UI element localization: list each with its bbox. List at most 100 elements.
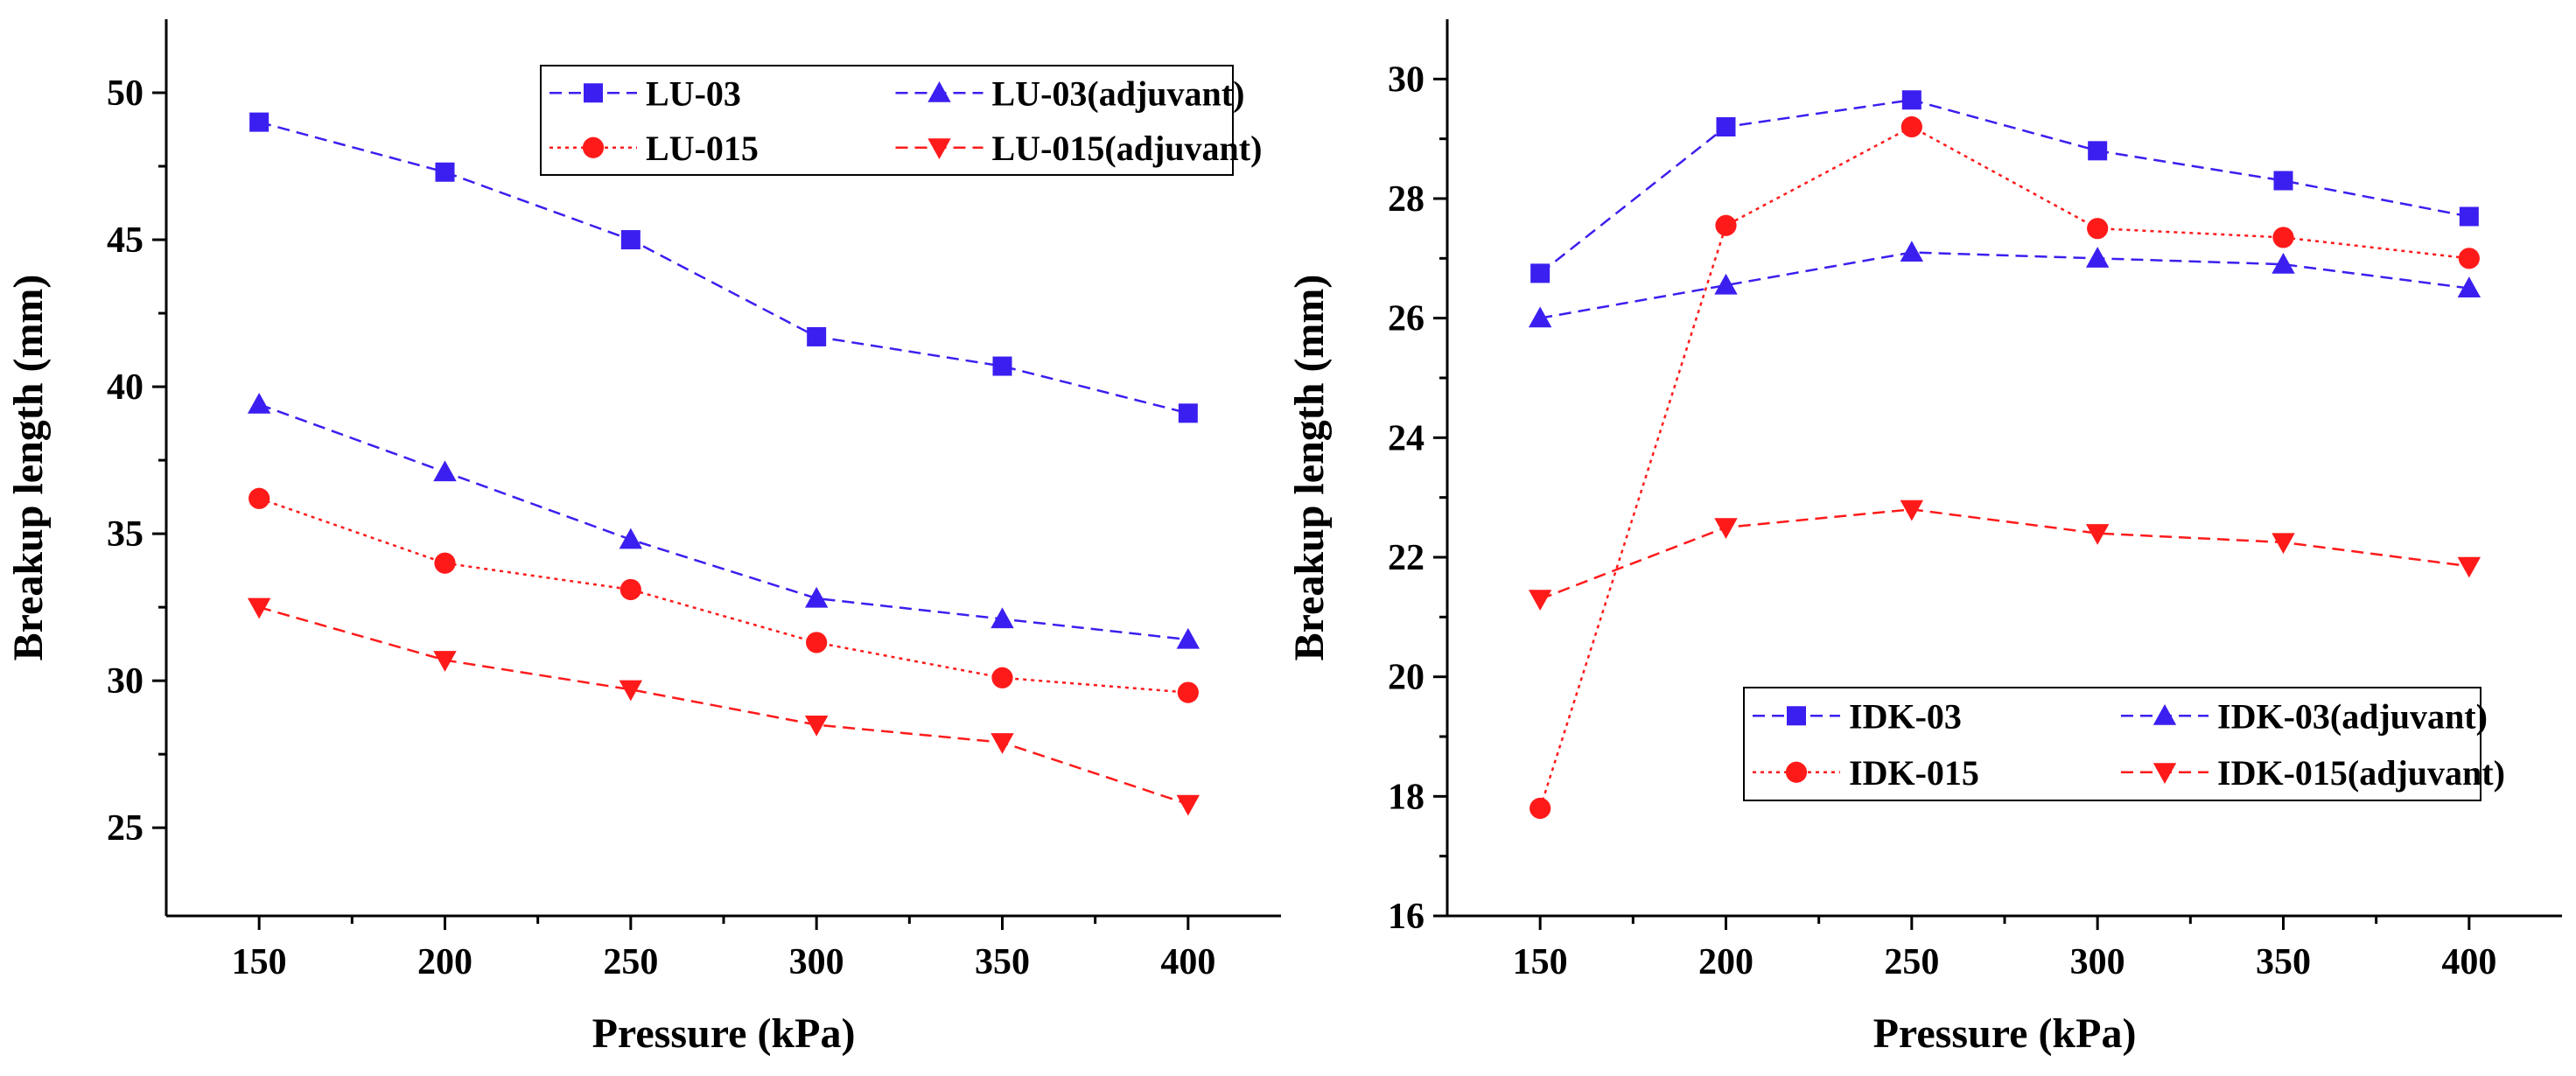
data-point	[1901, 90, 1922, 110]
data-point	[435, 162, 455, 182]
data-point	[1714, 518, 1738, 540]
data-point	[2085, 247, 2110, 268]
y-tick-label: 40	[107, 367, 144, 408]
data-point	[991, 667, 1013, 688]
y-tick-label: 35	[107, 514, 144, 555]
data-point	[1178, 403, 1198, 423]
y-tick-label: 45	[107, 220, 144, 261]
data-point	[1177, 681, 1199, 703]
legend-label: IDK-015(adjuvant)	[2217, 753, 2505, 793]
data-point	[1716, 117, 1736, 136]
legend-label: IDK-015	[1849, 753, 1979, 793]
data-point	[619, 528, 643, 549]
data-point	[620, 230, 640, 250]
data-point	[1530, 263, 1550, 283]
y-tick-label: 20	[1388, 658, 1424, 698]
data-point	[2272, 533, 2295, 555]
y-tick-label: 22	[1388, 538, 1424, 578]
legend-label: LU-03	[646, 73, 741, 113]
series-line-idk-015-adjuvant-	[1539, 508, 2469, 600]
y-tick-label: 24	[1388, 418, 1424, 458]
legend-marker	[584, 83, 603, 103]
x-tick-label: 350	[2256, 942, 2311, 982]
y-tick-label: 18	[1388, 777, 1424, 817]
data-point	[2272, 227, 2294, 248]
data-point	[1176, 794, 1200, 816]
x-axis-label: Pressure (kPa)	[592, 1010, 856, 1057]
data-point	[1530, 797, 1551, 820]
data-point	[1528, 590, 1552, 611]
data-point	[992, 356, 1012, 376]
data-point	[990, 733, 1014, 754]
legend-marker	[928, 138, 951, 159]
series-line-idk-03	[1539, 98, 2470, 275]
data-point	[249, 112, 270, 132]
legend-marker	[928, 81, 951, 102]
x-tick-label: 400	[1160, 942, 1215, 982]
series-line-lu-015	[258, 497, 1188, 694]
legend-label: LU-015(adjuvant)	[992, 129, 1263, 168]
data-point	[1715, 214, 1737, 236]
legend-marker	[2152, 763, 2177, 784]
data-point	[2088, 141, 2108, 161]
data-point	[807, 326, 827, 346]
legend-label: LU-03(adjuvant)	[992, 73, 1245, 113]
legend-box	[540, 65, 1234, 176]
y-tick-label: 30	[1388, 59, 1424, 100]
data-point	[2272, 252, 2295, 274]
x-tick-label: 300	[2070, 942, 2125, 982]
x-tick-label: 200	[417, 942, 472, 982]
data-point	[2459, 206, 2479, 227]
y-tick-label: 25	[107, 808, 144, 849]
data-point	[433, 460, 457, 482]
y-tick-label: 16	[1388, 897, 1424, 937]
x-tick-label: 250	[1884, 942, 1939, 982]
data-point	[1900, 500, 1924, 521]
series-line-idk-03-adjuvant-	[1539, 251, 2469, 319]
data-point	[247, 597, 271, 619]
right-chart: 150 200 250 300 350 400 16 18 20 22 24 26 28 30 Pressu…	[1286, 19, 2562, 1057]
y-axis-label: Breakup length (mm)	[1286, 275, 1333, 661]
series-line-lu-03	[258, 121, 1189, 415]
y-tick-label: 30	[107, 661, 144, 702]
series-line-lu-03-adjuvant-	[258, 403, 1188, 641]
y-tick-label: 50	[107, 73, 144, 114]
data-point	[990, 607, 1014, 629]
data-point	[2458, 248, 2480, 269]
x-axis-label: Pressure (kPa)	[1873, 1010, 2137, 1057]
x-tick-label: 250	[603, 942, 658, 982]
data-point	[2457, 556, 2482, 578]
legend-marker	[582, 136, 605, 158]
x-tick-label: 300	[789, 942, 844, 982]
data-point	[806, 632, 828, 653]
x-tick-label: 150	[232, 942, 287, 982]
data-point	[1900, 241, 1924, 262]
y-tick-label: 26	[1388, 299, 1424, 339]
data-point	[1714, 273, 1738, 295]
y-axis-label: Breakup length (mm)	[5, 275, 52, 661]
x-tick-label: 350	[975, 942, 1030, 982]
legend-label: LU-015	[646, 129, 759, 168]
data-point	[804, 715, 829, 737]
data-point	[2085, 524, 2110, 545]
x-tick-label: 200	[1698, 942, 1754, 982]
legend-box	[1743, 687, 2482, 801]
data-point	[619, 680, 643, 702]
legend-marker	[2152, 704, 2177, 725]
legend-marker	[1787, 706, 1806, 726]
series-line-lu-015-adjuvant-	[258, 605, 1189, 806]
data-point	[248, 487, 270, 509]
y-tick-label: 28	[1388, 179, 1424, 220]
data-point	[1900, 115, 1922, 138]
data-point	[2273, 171, 2293, 191]
legend-marker	[1785, 761, 1808, 783]
legend-label: IDK-03	[1849, 696, 1962, 736]
x-tick-label: 150	[1513, 942, 1568, 982]
data-point	[620, 578, 641, 601]
data-point	[2457, 276, 2482, 298]
data-point	[1528, 306, 1552, 328]
x-tick-label: 400	[2441, 942, 2496, 982]
data-point	[804, 586, 829, 608]
data-point	[433, 651, 457, 672]
